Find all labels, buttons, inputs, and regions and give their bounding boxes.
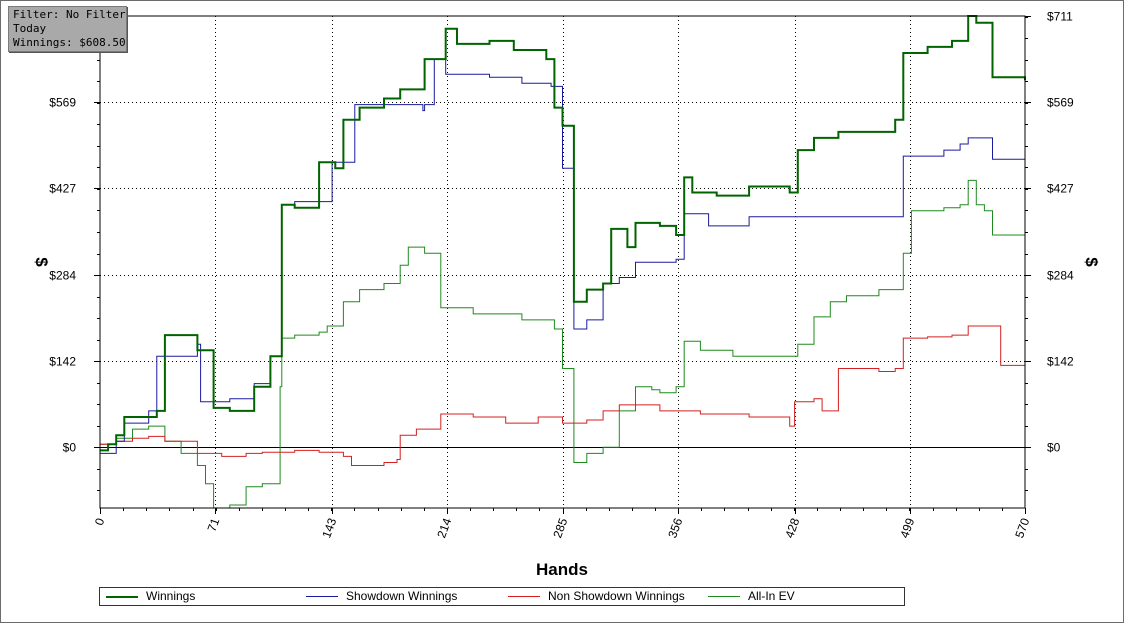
x-tick-label: 71	[205, 516, 223, 534]
series-line-showdown	[100, 58, 1026, 454]
legend-label: Winnings	[146, 589, 196, 603]
y-tick-label-left: $427	[49, 182, 76, 196]
y-tick-label-right: $711	[1047, 10, 1073, 24]
x-axis-label: Hands	[536, 560, 588, 579]
period-label: Today	[13, 22, 47, 35]
y-tick-label-right: $569	[1047, 96, 1074, 110]
y-tick-label-left: $284	[49, 269, 76, 283]
chart-legend: Winnings Showdown Winnings Non Showdown …	[99, 587, 905, 606]
x-tick-label: 570	[1012, 516, 1032, 540]
y-tick-label-right: $427	[1047, 182, 1074, 196]
legend-swatch-allin-ev	[708, 596, 740, 597]
plot-area-border	[99, 15, 1026, 509]
x-tick-label: 0	[92, 516, 108, 527]
x-tick-label: 428	[782, 516, 802, 540]
filter-label: Filter: No Filter	[13, 8, 126, 21]
filter-info-box: Filter: No Filter Today Winnings: $608.5…	[8, 6, 127, 52]
series-line-allin-ev	[100, 179, 1026, 509]
y-tick-label-right: $284	[1047, 269, 1074, 283]
legend-swatch-showdown	[306, 596, 338, 597]
axis-ticks	[94, 16, 1031, 514]
x-tick-label: 143	[319, 516, 339, 540]
x-tick-label: 285	[550, 516, 570, 540]
y-tick-label-right: $0	[1047, 441, 1061, 455]
winnings-total: Winnings: $608.50	[13, 36, 126, 49]
y-tick-label-right: $142	[1047, 355, 1074, 369]
y-tick-label-left: $569	[49, 96, 76, 110]
y-axis-label-right: $	[1082, 257, 1101, 267]
series-line-winnings	[100, 15, 1026, 452]
x-tick-label: 499	[897, 516, 917, 540]
series-line-non-showdown	[100, 325, 1026, 466]
axis-tick-labels: 0 71 143 214 285 356 428 499 570 $0 $0 $142 $142 $284…	[49, 10, 1074, 540]
x-tick-label: 214	[434, 516, 454, 540]
y-tick-label-left: $0	[63, 441, 77, 455]
legend-label: All-In EV	[748, 589, 795, 603]
legend-label: Showdown Winnings	[346, 589, 458, 603]
y-tick-label-left: $142	[49, 355, 76, 369]
series-lines	[100, 15, 1026, 509]
y-axis-label-left: $	[32, 257, 51, 267]
legend-swatch-non-showdown	[508, 596, 540, 597]
x-tick-label: 356	[665, 516, 685, 540]
legend-swatch-winnings	[106, 596, 138, 598]
legend-label: Non Showdown Winnings	[548, 589, 685, 603]
